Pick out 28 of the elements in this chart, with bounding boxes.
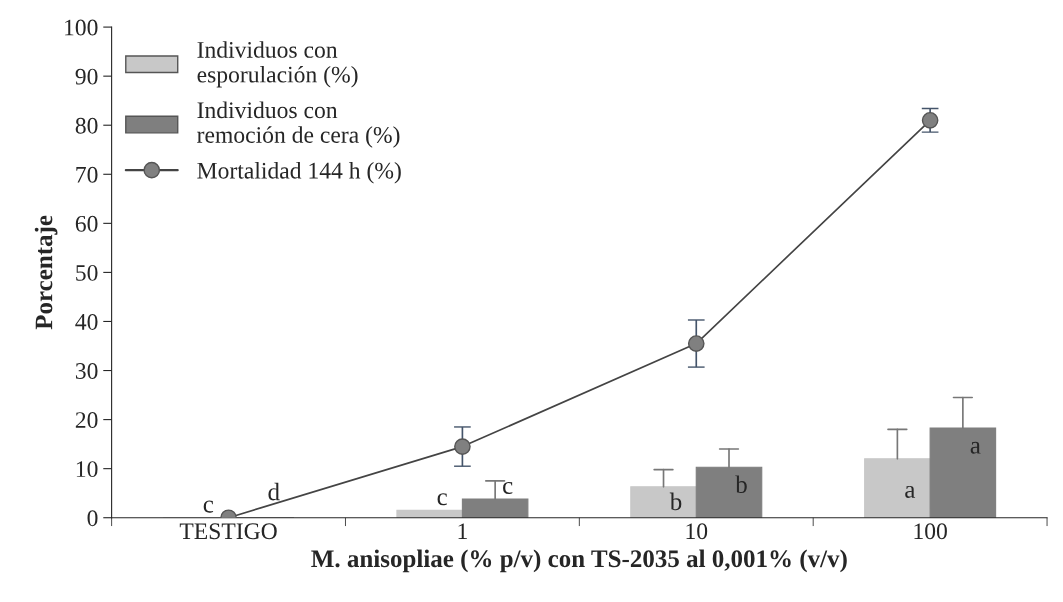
x-tick-label: 10	[686, 523, 708, 540]
legend-label: Individuos con remoción de cera (%)	[197, 101, 400, 148]
y-tick-label: 10	[76, 461, 98, 478]
y-tick-label: 100	[65, 19, 98, 36]
x-axis-title: M. anisopliae (% p/v) con TS-2035 al 0,001% (v/v)	[311, 549, 847, 573]
y-tick-label: 40	[75, 313, 98, 330]
annotation: c	[203, 500, 214, 513]
y-tick-label: 80	[75, 117, 98, 134]
annotation: a	[905, 485, 916, 498]
x-tick-label: 1	[458, 523, 467, 539]
y-tick-label: 70	[76, 166, 98, 183]
y-axis-title: Porcentaje	[34, 215, 58, 330]
x-tick-label: 100	[914, 523, 947, 540]
y-tick-label: 30	[75, 363, 98, 379]
y-tick-label: 90	[75, 68, 98, 85]
annotation: c	[503, 481, 513, 494]
annotation: d	[268, 482, 280, 501]
annotation: b	[669, 492, 682, 511]
y-tick-label: 20	[75, 412, 98, 429]
y-tick-label: 60	[75, 215, 98, 232]
legend-label: Individuos con esporulación (%)	[197, 41, 358, 88]
y-tick-label: 0	[87, 510, 98, 527]
annotation: a	[970, 441, 981, 454]
x-tick-label: TESTIGO	[179, 523, 277, 540]
legend-label: Mortalidad 144 h (%)	[197, 162, 401, 184]
annotation: b	[735, 475, 747, 494]
y-tick-label: 50	[76, 264, 98, 281]
annotation: c	[437, 493, 447, 506]
